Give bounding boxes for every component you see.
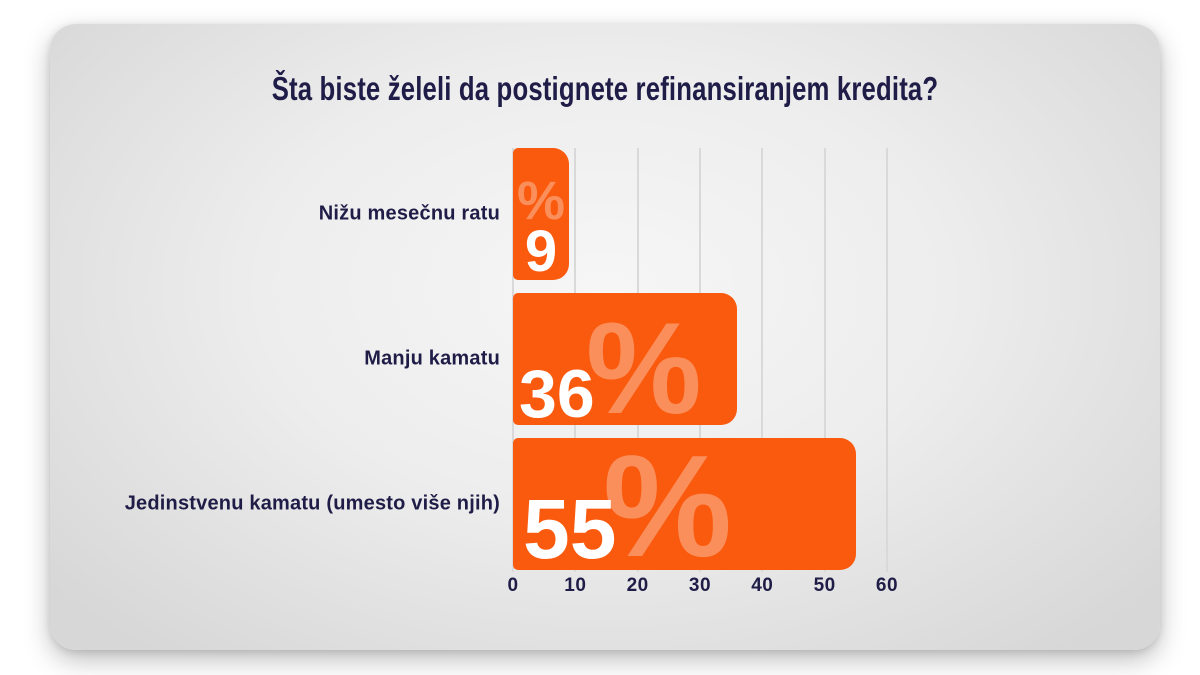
category-label: Manju kamatu — [364, 347, 500, 370]
gridline — [823, 148, 826, 572]
value-label: 9 — [524, 219, 558, 284]
bar-row: Jedinstvenu kamatu (umesto više njih) % 55 — [50, 434, 1160, 579]
x-tick-label: 30 — [688, 575, 712, 596]
x-tick-label: 50 — [813, 575, 836, 596]
percent-watermark: % — [516, 171, 565, 231]
value-bar: % 55 — [513, 434, 856, 579]
x-tick-label: 0 — [507, 575, 519, 596]
value-bar: % 36 — [513, 293, 737, 433]
value-bar: % 9 — [513, 148, 569, 284]
percent-watermark: % — [586, 295, 702, 441]
x-tick-label: 10 — [564, 575, 587, 596]
category-label: Jedinstvenu kamatu (umesto više njih) — [124, 492, 500, 515]
x-tick-label: 20 — [626, 575, 649, 596]
bar-row: Nižu mesečnu ratu% 9 — [50, 148, 1160, 284]
category-label: Nižu mesečnu ratu — [318, 202, 500, 225]
x-tick-label: 40 — [751, 575, 774, 596]
slide-canvas: Šta biste želeli da postignete refinansi… — [50, 24, 1160, 650]
percent-watermark: % — [603, 425, 732, 587]
x-tick-label: 60 — [875, 575, 899, 596]
bar-row: Manju kamatu % 36 — [50, 293, 1160, 433]
gridline — [885, 148, 888, 572]
value-label: 55 — [523, 482, 617, 576]
gridline — [761, 148, 764, 572]
value-label: 36 — [519, 356, 595, 432]
chart-title: Šta biste želeli da postignete refinansi… — [271, 70, 939, 107]
